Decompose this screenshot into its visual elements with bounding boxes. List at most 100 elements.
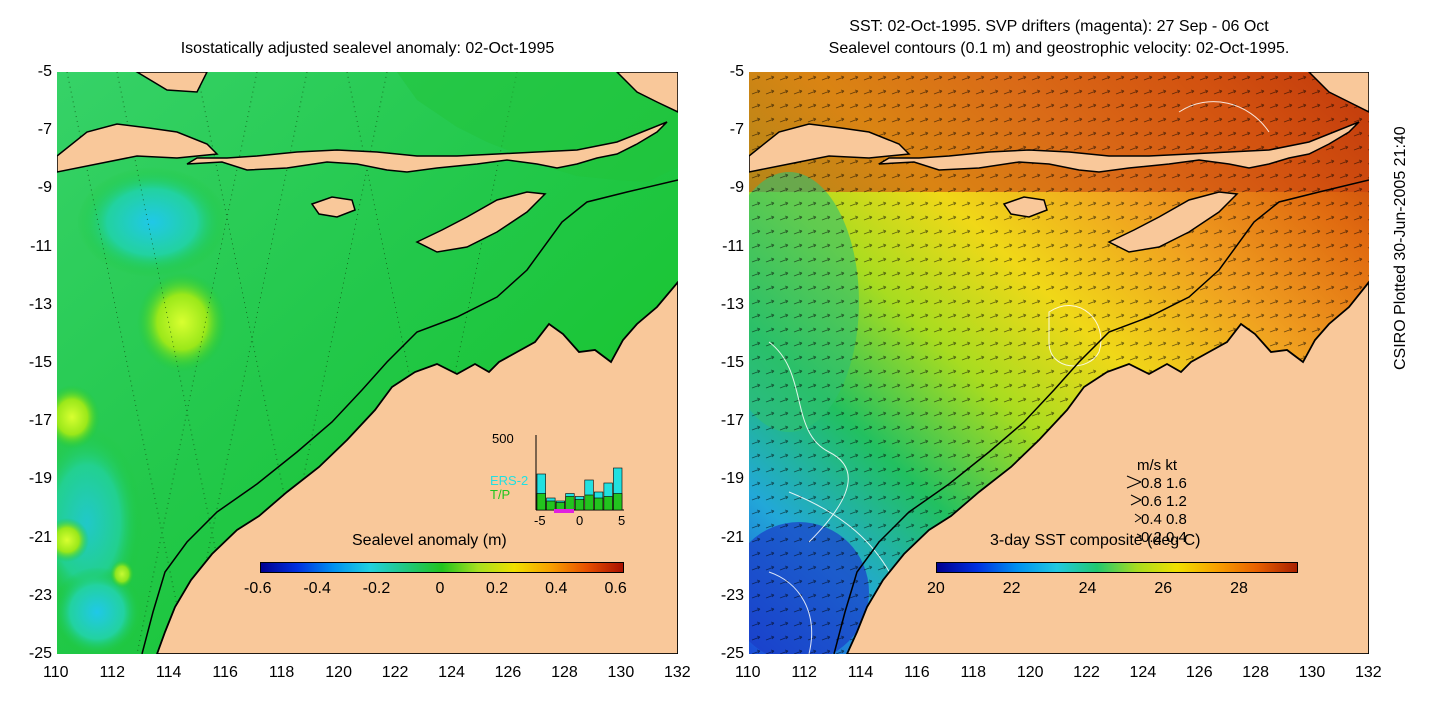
y-axis-tick-label: -13 <box>28 295 52 313</box>
tp-bar <box>555 502 565 511</box>
y-axis-tick-label: -19 <box>720 470 744 488</box>
sst-colorbar <box>936 562 1298 573</box>
x-axis-tick-label: 118 <box>960 664 986 681</box>
y-axis-tick-label: -21 <box>28 528 52 546</box>
sealevel-colorbar-tick: 0.2 <box>485 580 509 597</box>
sumatra-coast <box>135 72 208 93</box>
sealevel-colorbar-tick: 0 <box>435 580 445 597</box>
x-axis-tick-label: 128 <box>1242 664 1269 681</box>
x-axis-tick-label: 124 <box>438 664 465 681</box>
tp-bar <box>594 497 604 511</box>
sumba-island <box>1002 196 1048 218</box>
tp-bar <box>536 493 546 511</box>
sealevel-colorbar-tick: 0.6 <box>604 580 627 597</box>
tp-bar <box>603 496 613 511</box>
y-axis-tick-label: -17 <box>720 412 744 430</box>
y-axis-tick-label: -19 <box>28 470 52 488</box>
speed-legend: m/s kt 0.8 1.6 0.6 1.2 0.4 0.8 0.2 0.4 <box>1126 457 1187 546</box>
sst-colorbar-tick: 22 <box>1002 580 1021 597</box>
satellite-data-histogram: 500 ERS-2 T/P -5 0 5 <box>490 431 625 528</box>
sst-map: m/s kt 0.8 1.6 0.6 1.2 0.4 0.8 0.2 0.4 <box>749 72 1369 654</box>
sst-colorbar-tick: 26 <box>1154 580 1173 597</box>
speed-legend-row: 0.8 1.6 <box>1141 475 1187 492</box>
x-axis-tick-label: 130 <box>607 664 635 681</box>
sumba-island <box>310 196 356 218</box>
tp-bar <box>546 500 556 511</box>
sealevel-colorbar-tick: -0.2 <box>362 580 391 597</box>
y-axis-tick-label: -25 <box>28 645 52 662</box>
legend-ers2: ERS-2 <box>490 473 528 488</box>
lesser-sunda-islands <box>186 121 668 173</box>
x-axis-tick-label: 132 <box>1355 664 1382 681</box>
x-axis-tick-label: 124 <box>1129 664 1157 681</box>
java-island <box>57 123 219 173</box>
sulawesi-coast <box>615 72 678 113</box>
sst-colorbar-tick: 24 <box>1078 580 1097 597</box>
right-map-title-line2: Sealevel contours (0.1 m) and geostrophi… <box>828 40 1290 57</box>
y-axis-tick-label: -11 <box>722 237 744 255</box>
australia-landmass <box>846 280 1369 654</box>
speed-legend-header: m/s kt <box>1137 457 1178 474</box>
timor-island <box>415 191 547 253</box>
shelf-contour <box>141 179 678 654</box>
sealevel-colorbar-tick: -0.4 <box>303 580 331 597</box>
y-axis-tick-label: -21 <box>720 528 744 546</box>
timor-island <box>1107 191 1239 253</box>
inset-bars <box>536 467 623 511</box>
x-axis-tick-label: 114 <box>847 664 874 681</box>
right-map-title-line1: SST: 02-Oct-1995. SVP drifters (magenta)… <box>849 18 1269 35</box>
y-axis-tick-label: -7 <box>729 121 744 139</box>
sst-map-canvas: m/s kt 0.8 1.6 0.6 1.2 0.4 0.8 0.2 0.4 <box>749 72 1369 654</box>
x-axis-tick-label: 120 <box>325 664 352 681</box>
tp-bar <box>574 499 585 511</box>
y-axis-tick-label: -5 <box>37 63 52 80</box>
inset-ymax-label: 500 <box>492 431 514 446</box>
y-axis-tick-label: -9 <box>729 179 744 197</box>
x-axis-tick-label: 120 <box>1016 664 1044 681</box>
positive-anomaly-patch <box>137 272 227 372</box>
positive-anomaly-patch <box>110 560 134 588</box>
y-axis-tick-label: -15 <box>28 354 52 371</box>
y-axis-tick-label: -25 <box>720 645 744 662</box>
y-axis-tick-label: -15 <box>720 354 744 371</box>
y-axis-tick-label: -9 <box>37 179 52 197</box>
sealevel-anomaly-map-canvas <box>57 72 678 654</box>
negative-anomaly-patch <box>57 567 142 654</box>
x-axis-tick-label: 128 <box>551 664 578 681</box>
negative-anomaly-patch <box>77 167 227 277</box>
y-axis-tick-label: -5 <box>729 63 744 80</box>
sealevel-colorbar-tick: -0.6 <box>244 580 272 597</box>
x-axis-tick-label: 110 <box>735 664 761 681</box>
x-axis-tick-label: 118 <box>268 664 295 681</box>
tp-bar <box>613 493 623 511</box>
x-axis-tick-label: 116 <box>212 664 238 681</box>
x-axis-tick-label: 112 <box>791 664 817 681</box>
shelf-contour <box>833 179 1369 654</box>
x-axis-tick-label: 122 <box>1073 664 1100 681</box>
left-colorbar-label: Sealevel anomaly (m) <box>352 532 507 549</box>
sulawesi-coast <box>1307 72 1369 113</box>
plot-credit: CSIRO Plotted 30-Jun-2005 21:40 <box>1392 126 1409 370</box>
y-axis-tick-label: -13 <box>720 295 744 313</box>
x-axis-tick-label: 126 <box>494 664 522 681</box>
x-axis-tick-label: 110 <box>43 664 69 681</box>
java-island <box>749 123 911 173</box>
positive-anomaly-patch <box>57 385 100 449</box>
inset-xtick: -5 <box>534 513 546 528</box>
sealevel-colorbar <box>260 562 624 573</box>
legend-tp: T/P <box>490 487 510 502</box>
sealevel-colorbar-tick: 0.4 <box>545 580 568 597</box>
tp-bar <box>584 494 594 511</box>
speed-legend-row: 0.2 0.4 <box>1141 529 1187 546</box>
sst-colorbar-tick: 20 <box>927 580 945 597</box>
x-axis-tick-label: 132 <box>664 664 691 681</box>
inset-xtick: 5 <box>618 513 625 528</box>
right-colorbar-label: 3-day SST composite (deg C) <box>990 532 1201 549</box>
y-axis-tick-label: -23 <box>720 586 744 604</box>
x-axis-tick-label: 116 <box>904 664 930 681</box>
y-axis-tick-label: -23 <box>28 586 52 604</box>
australia-landmass <box>156 280 678 654</box>
lesser-sunda-islands <box>878 121 1360 173</box>
speed-legend-row: 0.4 0.8 <box>1141 511 1187 528</box>
positive-anomaly-patch <box>57 518 89 562</box>
